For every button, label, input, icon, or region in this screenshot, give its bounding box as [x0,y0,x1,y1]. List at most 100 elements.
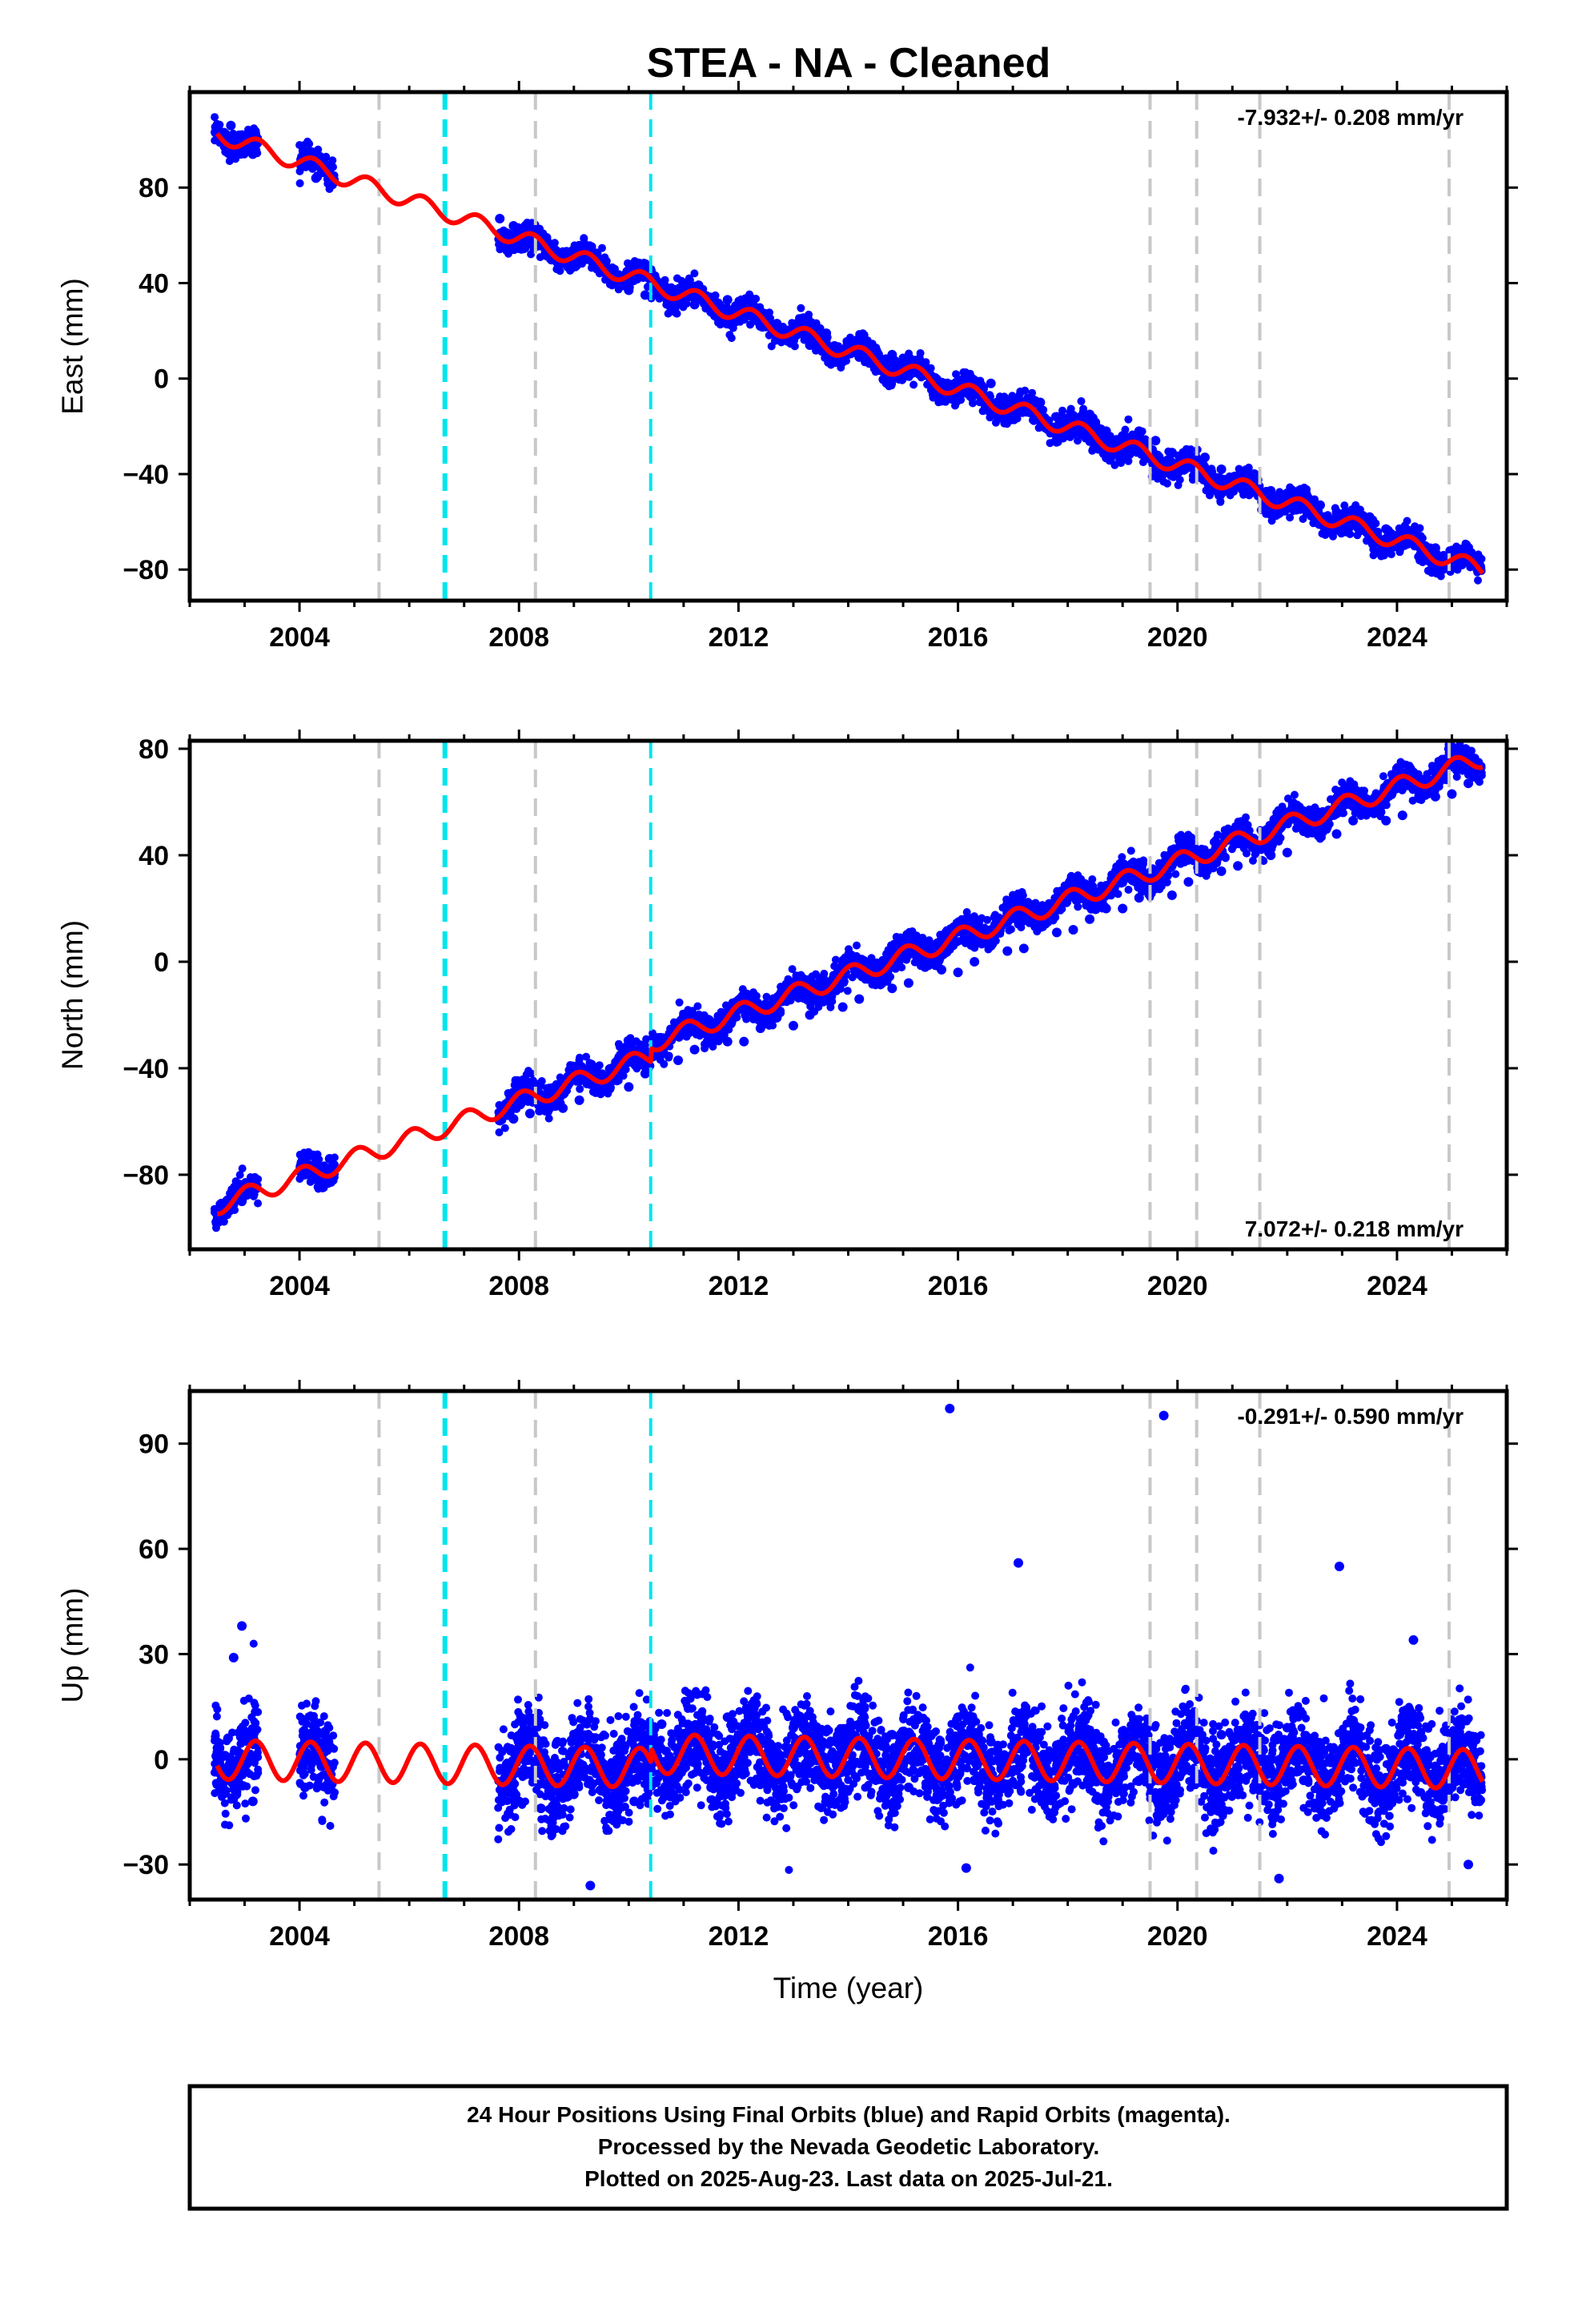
daily-solution-point [544,1114,553,1123]
daily-solution-point [328,156,337,165]
y-tick-label: 80 [139,173,169,203]
daily-solution-point [1339,528,1347,537]
position-point [311,173,321,183]
daily-solution-point [304,1152,313,1161]
daily-solution-point [1385,548,1394,557]
x-tick-label: 2024 [1367,622,1427,653]
position-point [1266,485,1276,496]
daily-solution-point [1163,479,1171,488]
daily-solution-point [690,269,699,278]
plot-area [210,741,1486,1249]
daily-solution-point [305,148,314,157]
daily-solution-point [855,330,864,339]
daily-solution-point [666,301,675,310]
daily-solution-point [969,399,977,408]
daily-solution-point [295,141,304,150]
x-tick-label: 2020 [1147,622,1208,653]
position-point [1331,507,1342,517]
daily-solution-point [929,393,938,402]
daily-solution-point [235,1179,243,1188]
daily-solution-point [1411,525,1420,533]
position-point [689,300,700,310]
daily-solution-point [1461,539,1470,548]
daily-solution-point [1021,386,1030,395]
y-axis-label: East (mm) [56,278,89,415]
daily-solution-point [797,304,805,312]
daily-solution-point [627,259,636,268]
position-point [1150,436,1161,446]
daily-solution-point [1141,435,1150,444]
position-point [524,237,535,247]
daily-solution-point [1174,480,1182,489]
daily-solution-point [881,378,890,387]
daily-solution-point [295,179,304,187]
position-point [1051,412,1062,422]
position-point [986,378,996,388]
daily-solution-point [716,320,725,329]
daily-solution-point [211,113,219,122]
daily-solution-point [1077,397,1086,405]
position-point [1381,524,1391,534]
daily-solution-point [1002,415,1010,423]
daily-solution-point [1138,458,1147,467]
daily-solution-point [502,247,511,255]
daily-solution-point [1028,388,1037,397]
daily-solution-point [250,124,259,133]
position-point [640,290,650,300]
position-point [1035,397,1046,408]
position-point [1183,448,1194,458]
position-point [1002,395,1013,405]
daily-solution-point [909,380,918,389]
position-point [226,120,236,131]
position-point [739,314,749,324]
daily-solution-point [1117,459,1126,468]
position-point [508,220,519,231]
daily-solution-point [1034,424,1043,432]
daily-solution-point [1345,524,1354,533]
position-point [854,352,865,362]
daily-solution-point [765,308,773,317]
daily-solution-point [1309,519,1318,528]
daily-solution-point [1296,505,1304,514]
daily-solution-point [251,1172,259,1181]
daily-solution-point [838,358,847,367]
position-point [1085,409,1095,420]
daily-solution-point [229,129,238,138]
x-tick-label: 2012 [709,622,769,653]
daily-solution-point [767,342,776,351]
daily-solution-point [227,152,235,161]
daily-solution-point [1286,513,1295,522]
daily-solution-point [906,356,915,364]
position-point [1282,488,1292,498]
x-tick-label: 2004 [269,622,330,653]
daily-solution-point [673,274,681,283]
daily-solution-point [238,1164,247,1173]
daily-solution-point [324,1180,332,1188]
daily-solution-point [1074,436,1082,445]
velocity-label: -7.932+/- 0.208 mm/yr [1237,105,1464,130]
daily-solution-point [725,331,734,340]
position-point [1200,452,1211,463]
position-point [1364,512,1375,522]
daily-solution-point [801,315,809,324]
position-point [887,349,897,360]
y-tick-label: −80 [122,555,169,585]
x-tick-label: 2016 [928,622,989,653]
daily-solution-point [254,1199,263,1208]
daily-solution-point [962,368,970,376]
daily-solution-point [236,151,245,159]
daily-solution-point [598,243,606,252]
position-point [772,319,782,329]
daily-solution-point [1246,488,1255,497]
daily-solution-point [252,140,261,149]
daily-solution-point [1076,430,1085,439]
daily-solution-point [315,151,324,160]
x-tick-label: 2008 [488,622,549,653]
daily-solution-point [212,1224,220,1232]
position-point [821,328,832,339]
position-point [495,214,505,224]
position-point [1315,500,1325,510]
panel-east: 2004 2008 2012 2016 2020 202480400−40−80East … [56,81,1518,653]
position-point [1216,464,1227,475]
